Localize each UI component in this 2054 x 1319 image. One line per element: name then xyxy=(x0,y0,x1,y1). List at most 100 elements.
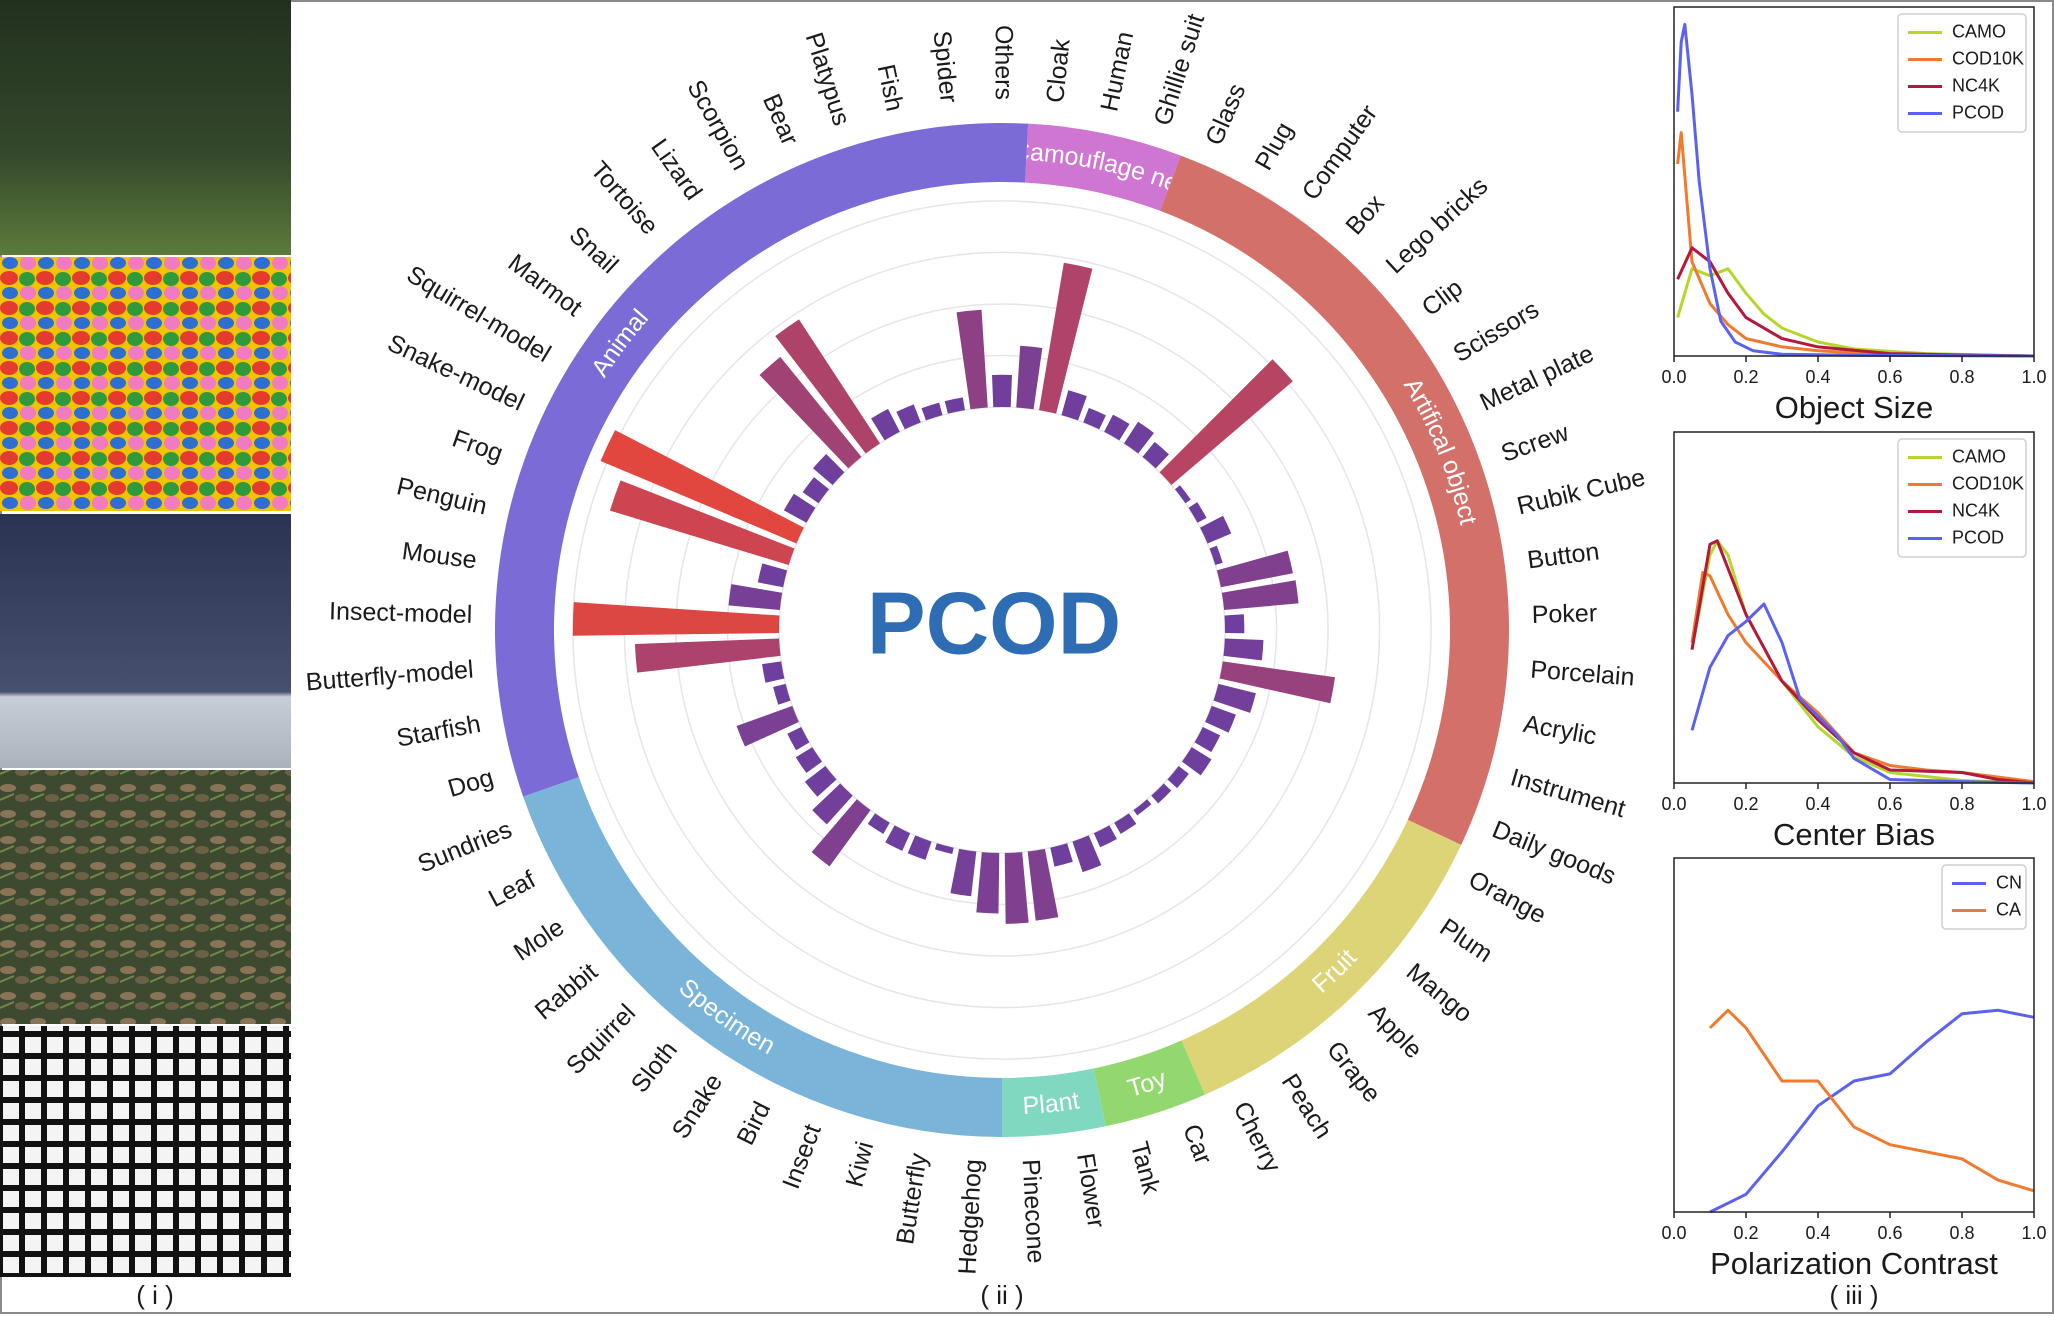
series-line xyxy=(1709,1008,2035,1214)
category-label: Mouse xyxy=(400,537,478,574)
category-label: Human xyxy=(1095,29,1139,114)
bar xyxy=(1123,421,1154,454)
bar xyxy=(944,397,965,414)
bar xyxy=(759,356,862,469)
bar xyxy=(757,563,788,588)
category-label: Plum xyxy=(1435,913,1498,968)
legend-label: NC4K xyxy=(1952,75,2000,95)
bar xyxy=(1205,705,1236,733)
bar xyxy=(783,493,816,523)
category-label: Dog xyxy=(445,763,497,803)
group-arc xyxy=(1025,123,1181,211)
series-line xyxy=(1676,267,2035,358)
category-label: Rubik Cube xyxy=(1514,463,1648,520)
x-tick-label: 0.2 xyxy=(1733,1223,1758,1243)
category-label: Mango xyxy=(1401,958,1478,1028)
legend-label: CA xyxy=(1996,899,2021,919)
bar xyxy=(956,309,988,410)
bar xyxy=(1194,727,1221,753)
bar xyxy=(1167,766,1189,789)
category-label: Acrylic xyxy=(1521,710,1598,751)
chart-title: Center Bias xyxy=(1773,817,1935,852)
legend-box xyxy=(1941,864,2027,930)
series-line xyxy=(1708,1008,2035,1193)
group-label-text: Plant xyxy=(1022,1086,1082,1120)
category-label: Daily goods xyxy=(1488,815,1620,890)
bar xyxy=(1039,262,1093,414)
category-label: Sloth xyxy=(626,1036,683,1098)
polar-chart: Camouflage netArtifical objectFruitToyPl… xyxy=(305,11,1648,1276)
category-label: Instrument xyxy=(1507,763,1628,823)
category-label: Grape xyxy=(1321,1036,1386,1108)
chart-title: Polarization Contrast xyxy=(1710,1246,1998,1281)
category-label: Bear xyxy=(757,90,804,150)
bar xyxy=(1223,638,1264,661)
legend-label: CAMO xyxy=(1952,446,2006,466)
category-label: Scissors xyxy=(1448,295,1543,368)
bar xyxy=(1142,441,1169,469)
category-label: Tank xyxy=(1125,1139,1166,1198)
bar xyxy=(1050,843,1073,867)
bar xyxy=(1200,515,1232,544)
bar xyxy=(795,747,822,774)
legend-label: COD10K xyxy=(1952,473,2024,493)
category-label: Ghillie suit xyxy=(1149,11,1211,129)
category-label: Kiwi xyxy=(840,1139,879,1190)
category-label: Hedgehog xyxy=(953,1159,987,1276)
bar xyxy=(1221,580,1299,611)
series-line xyxy=(1676,22,2035,358)
bar xyxy=(609,480,795,566)
line-chart: 0.0 0.2 0.4 0.6 0.8 1.0 Object Size CAMO COD10K N… xyxy=(1661,6,2047,425)
group-arc xyxy=(523,777,1002,1137)
category-label: Lego bricks xyxy=(1381,172,1494,279)
bar xyxy=(812,783,853,825)
x-tick-label: 0.0 xyxy=(1661,367,1686,387)
series-line xyxy=(1690,602,2035,785)
bar xyxy=(1159,359,1293,486)
x-tick-label: 0.0 xyxy=(1661,1223,1686,1243)
bar xyxy=(804,766,837,797)
line-chart: 0.0 0.2 0.4 0.6 0.8 1.0 Polarization Contrast C… xyxy=(1661,857,2047,1281)
series-line xyxy=(1676,246,2035,358)
x-tick-label: 0.8 xyxy=(1949,367,1974,387)
legend-label: COD10K xyxy=(1952,48,2024,68)
legend-label: PCOD xyxy=(1952,527,2004,547)
photo xyxy=(0,514,291,768)
bar xyxy=(572,602,780,636)
bar xyxy=(1151,783,1172,804)
category-label: Snake xyxy=(667,1069,729,1144)
legend-label: NC4K xyxy=(1952,500,2000,520)
line-chart: 0.0 0.2 0.4 0.6 0.8 1.0 Center Bias CAMO COD10K N… xyxy=(1661,431,2047,852)
chart-title: PCOD xyxy=(867,573,1121,672)
category-label: Glass xyxy=(1200,80,1251,150)
bar xyxy=(1027,848,1059,921)
bar xyxy=(773,683,791,705)
category-label: Rabbit xyxy=(530,958,603,1026)
series-line xyxy=(1690,539,2035,785)
series-line xyxy=(1690,539,2035,785)
bar xyxy=(1213,683,1256,713)
panel-caption: ( iii ) xyxy=(1829,1280,1878,1310)
bar xyxy=(736,705,799,747)
category-label: Flower xyxy=(1071,1151,1110,1229)
category-label: Clip xyxy=(1417,274,1468,322)
category-label: Bird xyxy=(731,1097,776,1149)
bar xyxy=(634,638,781,673)
category-label: Snail xyxy=(564,221,624,279)
category-label: Cloak xyxy=(1041,37,1075,104)
group-label: Plant xyxy=(1022,1086,1082,1120)
category-label: Platypus xyxy=(800,29,856,129)
bar xyxy=(1188,502,1207,523)
category-label: Orange xyxy=(1464,866,1551,930)
bar xyxy=(1216,550,1293,588)
bar xyxy=(762,661,785,683)
category-label: Mole xyxy=(509,913,570,966)
bar xyxy=(1219,661,1336,704)
bar xyxy=(802,477,830,504)
bar xyxy=(1114,813,1137,834)
category-label: Poker xyxy=(1531,599,1597,629)
category-label: Squirrel xyxy=(561,999,641,1080)
category-label: Car xyxy=(1177,1121,1217,1169)
